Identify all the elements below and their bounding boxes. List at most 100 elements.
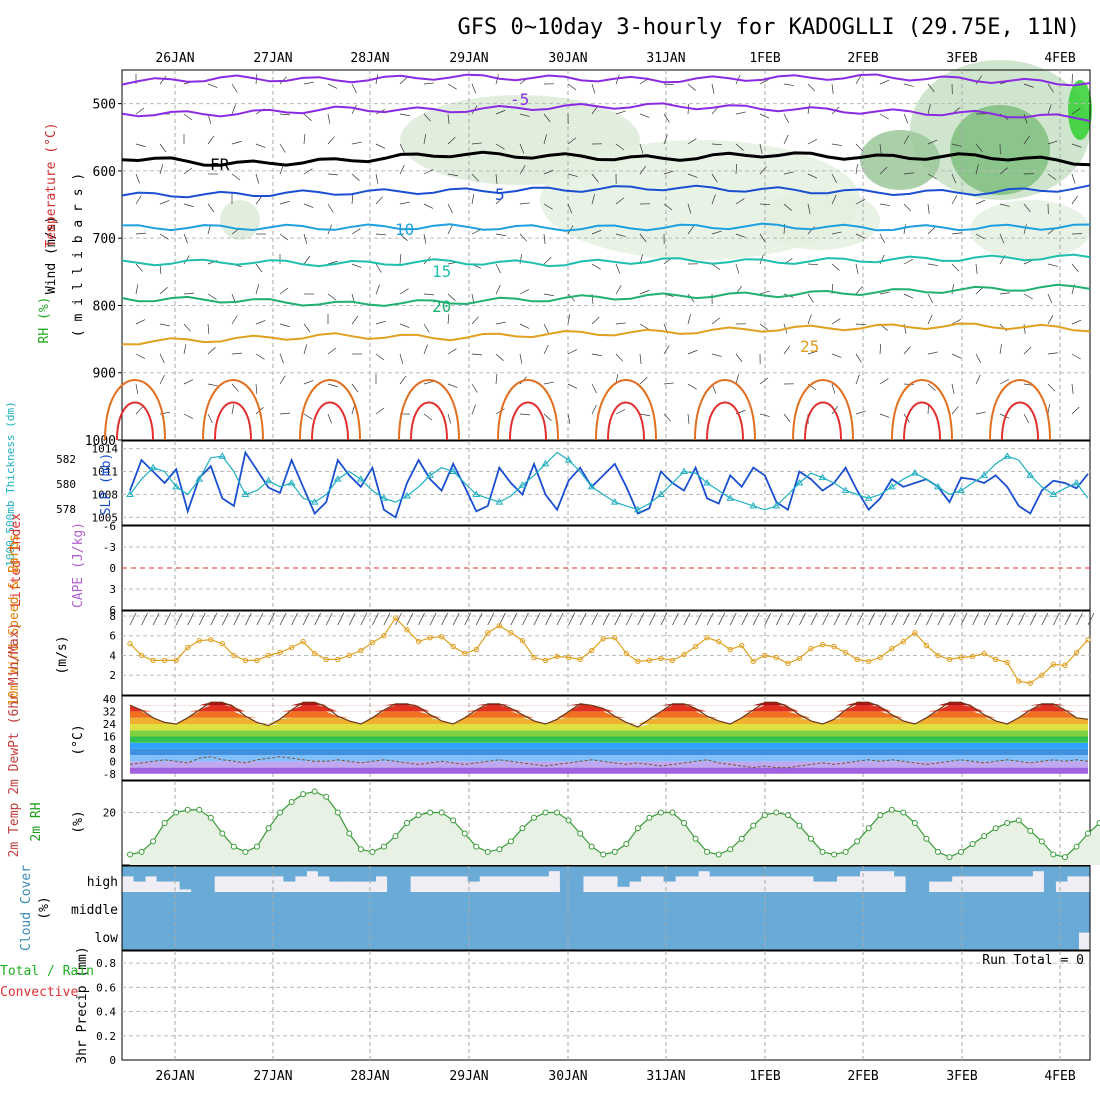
wind-barb: [1047, 383, 1056, 392]
wind-barb: [543, 134, 547, 145]
thickness-point: [287, 479, 296, 486]
rh-point: [127, 851, 133, 858]
wind-barb: [135, 353, 146, 359]
cloud-high-bar: [156, 866, 169, 882]
cloud-mid-bar: [617, 892, 630, 950]
cloud-mid-bar: [444, 892, 457, 950]
wind10m-barb: [510, 612, 518, 626]
wind10m-barb: [141, 612, 148, 626]
temp-band: [130, 761, 1088, 768]
thickness-point: [1049, 490, 1058, 497]
wind-barb: [351, 104, 357, 115]
wind-barb: [879, 79, 890, 85]
thickness-point: [310, 498, 319, 505]
cloud-mid-bar: [606, 892, 619, 950]
wind10m-barb: [464, 612, 472, 626]
wind-barb: [279, 287, 289, 295]
wind-barb: [903, 172, 914, 175]
rh-point: [150, 838, 157, 845]
ylabel-precip: 3hr Precip (mm): [75, 946, 90, 1063]
wind-barb: [471, 404, 476, 415]
wind-barb: [423, 82, 434, 85]
wind-barb: [471, 173, 480, 182]
cloud-mid-bar: [594, 892, 607, 950]
temp-tick-0: 0: [109, 755, 116, 768]
cloud-high-bar: [1055, 866, 1068, 882]
top-date-4FEB: 4FEB: [1044, 51, 1075, 66]
wind10m-barb: [256, 612, 264, 626]
wind10m-point: [900, 638, 907, 645]
top-date-29JAN: 29JAN: [449, 51, 488, 66]
wind-barb: [231, 104, 236, 115]
cloud-mid-bar: [1078, 892, 1091, 933]
rh-point: [831, 851, 838, 858]
rh-point: [253, 843, 260, 850]
wind-barb: [783, 113, 790, 123]
wind10m-point: [715, 638, 722, 645]
cloud-high-bar: [329, 866, 342, 882]
rh-point: [461, 830, 468, 837]
wind-barb: [903, 293, 914, 299]
wind10m-point: [265, 652, 272, 659]
cloud-high-bar: [871, 866, 884, 872]
rh-point: [704, 848, 711, 855]
wind-barb: [783, 345, 791, 355]
wind-barb: [687, 349, 698, 355]
wind10m-point: [127, 640, 133, 647]
cloud-high-bar: [479, 866, 492, 877]
wind10m-barb: [1064, 612, 1072, 626]
ylabel-thickness: 1000-500mb Thickness (dm): [4, 401, 17, 567]
rh-point: [623, 841, 630, 847]
wind10m-barb: [752, 612, 760, 626]
wind-barb: [231, 404, 235, 415]
wind-barb: [759, 290, 770, 295]
thickness-point: [841, 486, 850, 494]
rh-point: [807, 835, 814, 842]
wind10m-point: [935, 652, 941, 659]
wind-barb: [711, 83, 715, 94]
bottom-date-27JAN: 27JAN: [253, 1069, 292, 1084]
wind-barb: [471, 383, 478, 393]
wind10m-barb: [776, 612, 783, 626]
cloud-mid-bar: [675, 892, 688, 950]
wind-barb: [663, 203, 673, 211]
wind-barb: [855, 410, 866, 415]
wind-barb: [975, 233, 985, 240]
wind-barb: [327, 113, 331, 124]
cloud-high-bar: [444, 866, 457, 877]
rh-point: [1004, 820, 1011, 826]
wind10m-point: [750, 658, 756, 665]
cloud-mid-bar: [997, 892, 1010, 950]
wind10m-point: [450, 643, 456, 650]
cloud-high-bar: [433, 866, 446, 877]
cloud-high-bar: [1066, 866, 1079, 877]
wind-barb: [375, 320, 386, 325]
bottom-date-1FEB: 1FEB: [749, 1069, 780, 1084]
ylabel-cape: CAPE (J/kg): [71, 522, 86, 608]
rh-point: [496, 846, 503, 853]
wind-barb: [519, 413, 530, 416]
cloud-high-bar: [917, 866, 930, 892]
wind-barb: [975, 143, 983, 152]
wind10m-point: [762, 652, 768, 659]
wind-barb: [543, 113, 551, 123]
wind-barb: [135, 107, 145, 115]
wind10m-point: [773, 654, 780, 661]
wind-barb: [759, 78, 769, 85]
thickness-point: [934, 482, 942, 490]
wind10m-barb: [926, 612, 933, 626]
cloud-high-bar: [997, 866, 1010, 877]
wind-barb: [567, 349, 578, 355]
wind10m-point: [1004, 659, 1010, 666]
bottom-date-2FEB: 2FEB: [847, 1069, 878, 1084]
cloud-mid-bar: [168, 892, 181, 950]
upper-ytick-1000: 1000: [85, 434, 116, 449]
wind-barb: [927, 263, 938, 266]
cloud-high-bar: [271, 866, 284, 877]
wind10m-point: [612, 634, 618, 641]
wind-barb: [639, 323, 649, 330]
temp-tick-24: 24: [103, 718, 117, 731]
cloud-mid-bar: [709, 892, 722, 950]
wind10m-barb: [706, 612, 714, 626]
